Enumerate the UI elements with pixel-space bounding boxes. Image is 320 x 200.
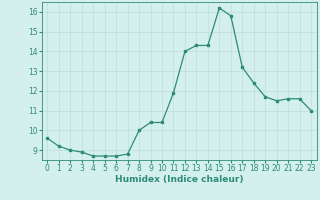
- X-axis label: Humidex (Indice chaleur): Humidex (Indice chaleur): [115, 175, 244, 184]
